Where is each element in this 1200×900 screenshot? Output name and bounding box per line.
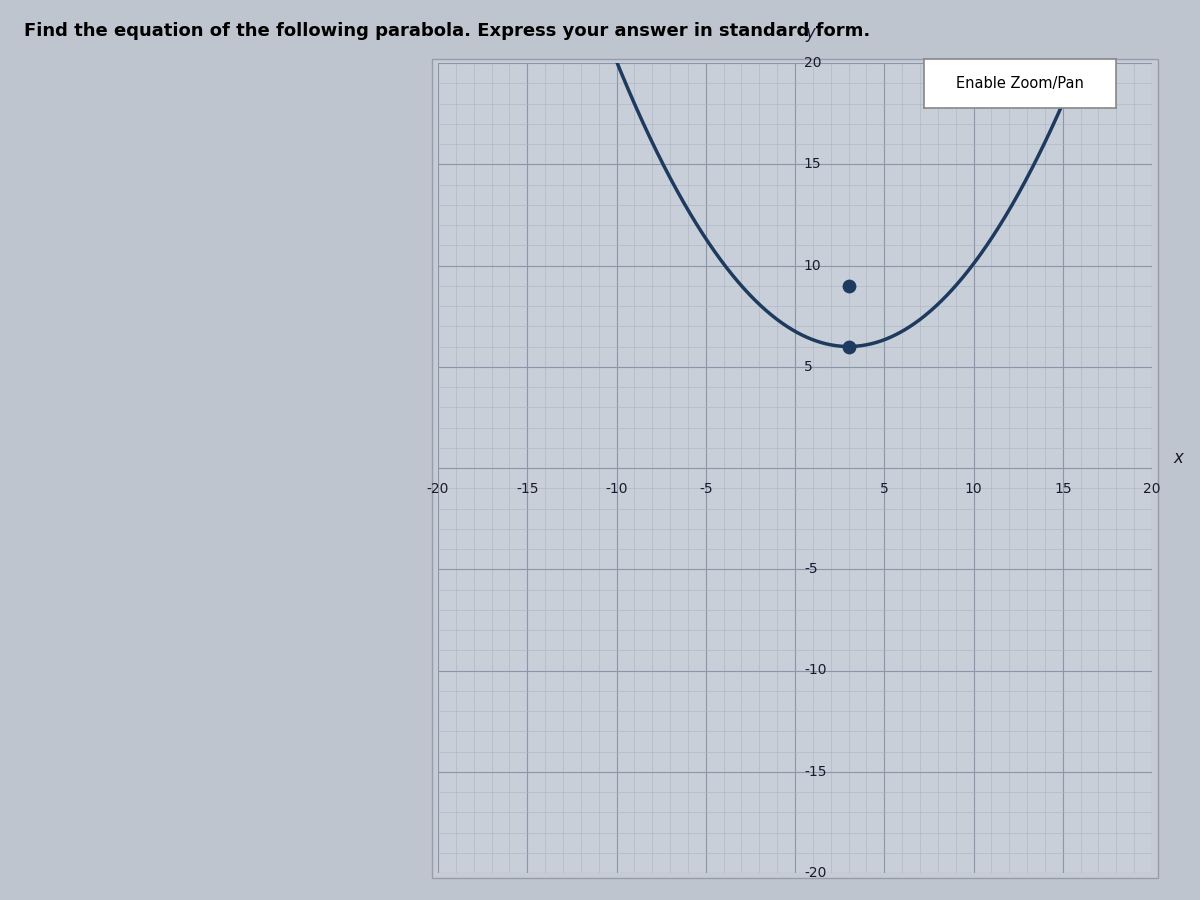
Text: 15: 15 xyxy=(1054,482,1072,496)
Text: 10: 10 xyxy=(804,258,822,273)
Text: -10: -10 xyxy=(804,663,827,678)
Text: -15: -15 xyxy=(804,765,827,778)
Text: 20: 20 xyxy=(804,56,822,70)
Point xyxy=(839,339,858,354)
Text: -5: -5 xyxy=(698,482,713,496)
Text: -10: -10 xyxy=(605,482,628,496)
Text: -20: -20 xyxy=(804,866,827,880)
Text: -20: -20 xyxy=(427,482,449,496)
Text: Enable Zoom/Pan: Enable Zoom/Pan xyxy=(956,76,1084,91)
Text: y: y xyxy=(805,23,816,41)
Text: Find the equation of the following parabola. Express your answer in standard for: Find the equation of the following parab… xyxy=(24,22,870,40)
Text: 10: 10 xyxy=(965,482,983,496)
Text: 20: 20 xyxy=(1144,482,1160,496)
Point xyxy=(839,279,858,293)
Text: 5: 5 xyxy=(804,360,812,373)
Text: x: x xyxy=(1174,449,1183,467)
Text: 5: 5 xyxy=(880,482,889,496)
Text: 15: 15 xyxy=(804,158,822,171)
Text: -15: -15 xyxy=(516,482,539,496)
Text: -5: -5 xyxy=(804,562,817,576)
